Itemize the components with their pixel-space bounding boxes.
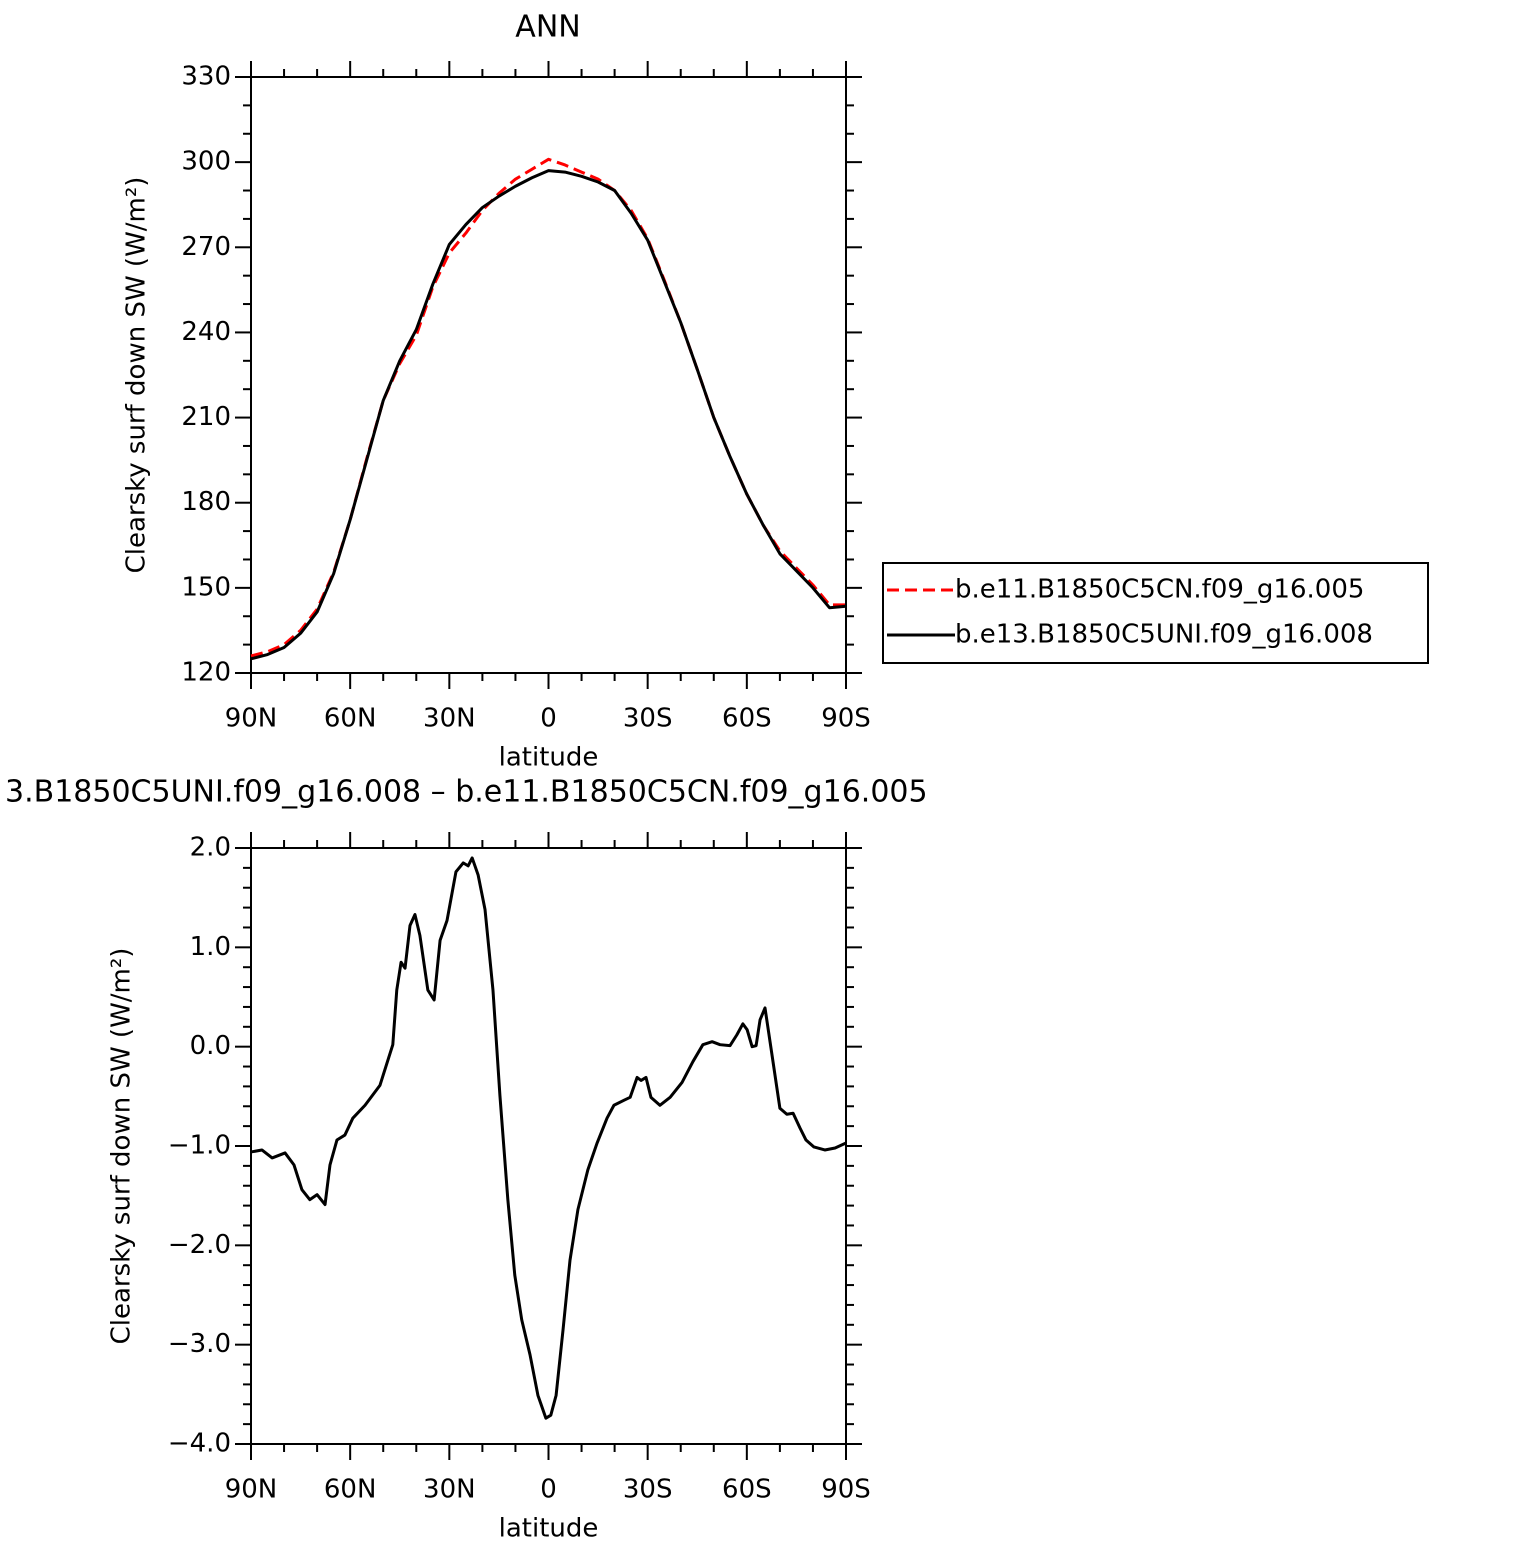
data-line	[250, 169, 847, 661]
y-tick-label: 150	[181, 572, 231, 602]
chart-title: ANN	[515, 10, 580, 45]
chart-title: 3.B1850C5UNI.f09_g16.008 – b.e11.B1850C5…	[5, 775, 928, 810]
y-tick-label: −4.0	[168, 1429, 231, 1459]
data-line	[250, 856, 847, 1420]
x-axis-label: latitude	[499, 1514, 599, 1544]
x-tick-label: 90S	[821, 704, 871, 734]
data-line	[250, 157, 846, 658]
legend-label: b.e11.B1850C5CN.f09_g16.005	[955, 575, 1364, 605]
plot-frame	[250, 76, 847, 674]
x-tick-label: 90N	[225, 704, 278, 734]
y-tick-label: −3.0	[168, 1329, 231, 1359]
y-tick-label: 330	[181, 62, 231, 92]
x-tick-label: 30N	[423, 704, 476, 734]
x-tick-label: 60S	[722, 1475, 772, 1505]
x-tick-label: 60N	[324, 1475, 377, 1505]
legend-label: b.e13.B1850C5UNI.f09_g16.008	[955, 620, 1373, 650]
y-tick-label: 240	[181, 317, 231, 347]
y-tick-label: 210	[181, 402, 231, 432]
y-tick-label: 300	[181, 147, 231, 177]
y-tick-label: 2.0	[190, 833, 231, 863]
y-tick-label: 180	[181, 487, 231, 517]
x-tick-label: 90S	[821, 1475, 871, 1505]
x-tick-label: 60N	[324, 704, 377, 734]
x-tick-label: 90N	[225, 1475, 278, 1505]
x-tick-label: 0	[540, 704, 557, 734]
x-tick-label: 30S	[623, 1475, 673, 1505]
y-tick-label: 0.0	[190, 1031, 231, 1061]
y-tick-label: 270	[181, 232, 231, 262]
x-tick-label: 0	[540, 1475, 557, 1505]
y-axis-label: Clearsky surf down SW (W/m²)	[122, 177, 152, 574]
y-tick-label: 1.0	[190, 932, 231, 962]
legend-box	[882, 562, 1429, 664]
x-tick-label: 30N	[423, 1475, 476, 1505]
plot-frame	[250, 847, 847, 1445]
y-axis-label: Clearsky surf down SW (W/m²)	[107, 948, 137, 1345]
x-tick-label: 60S	[722, 704, 772, 734]
x-axis-label: latitude	[499, 743, 599, 773]
y-tick-label: −2.0	[168, 1230, 231, 1260]
y-tick-label: 120	[181, 658, 231, 688]
y-tick-label: −1.0	[168, 1131, 231, 1161]
x-tick-label: 30S	[623, 704, 673, 734]
